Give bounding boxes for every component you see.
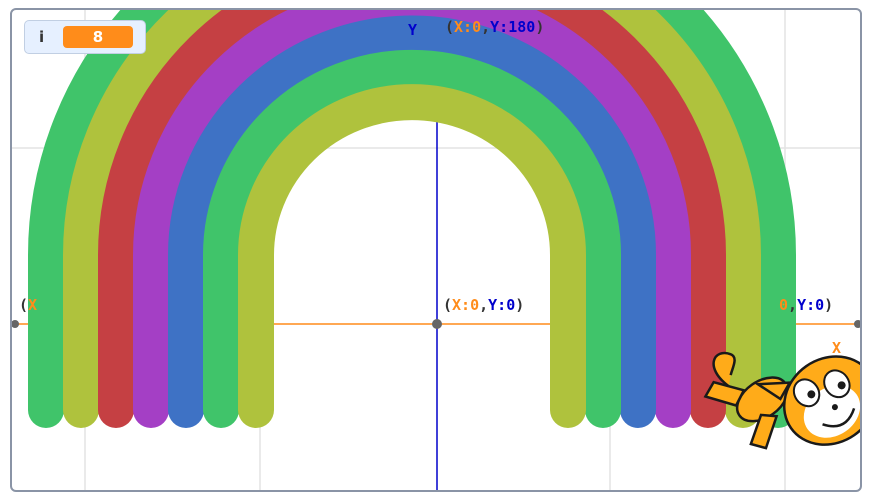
right-axis-dot: [854, 320, 860, 328]
cat-sprite-icon[interactable]: [690, 290, 860, 490]
right-coordinate-label: 0,Y:0): [779, 296, 833, 314]
rainbow-band-5: [168, 15, 656, 428]
origin-dot: [432, 319, 442, 329]
variable-value: 8: [63, 26, 133, 48]
rainbow-band-6: [203, 49, 621, 428]
y-axis-letter: Y: [408, 21, 417, 39]
rainbow-band-3: [98, 10, 726, 428]
stage[interactable]: Y X (X:0,Y:180) (X:0,Y:0) (X 0,Y:0): [10, 8, 862, 492]
rainbow-band-7: [238, 84, 586, 428]
rainbow: [28, 10, 796, 428]
variable-name: i: [39, 28, 45, 46]
x-axis-letter: X: [832, 339, 841, 357]
top-coordinate-label: (X:0,Y:180): [445, 18, 544, 36]
left-coordinate-label: (X: [19, 296, 37, 314]
rainbow-band-1: [28, 10, 796, 428]
rainbow-band-4: [133, 10, 691, 428]
rainbow-band-2: [63, 10, 761, 428]
variable-monitor[interactable]: i 8: [24, 20, 146, 54]
stage-canvas: Y X (X:0,Y:180) (X:0,Y:0) (X 0,Y:0): [12, 10, 860, 490]
left-axis-dot: [12, 320, 19, 328]
origin-coordinate-label: (X:0,Y:0): [443, 296, 524, 314]
